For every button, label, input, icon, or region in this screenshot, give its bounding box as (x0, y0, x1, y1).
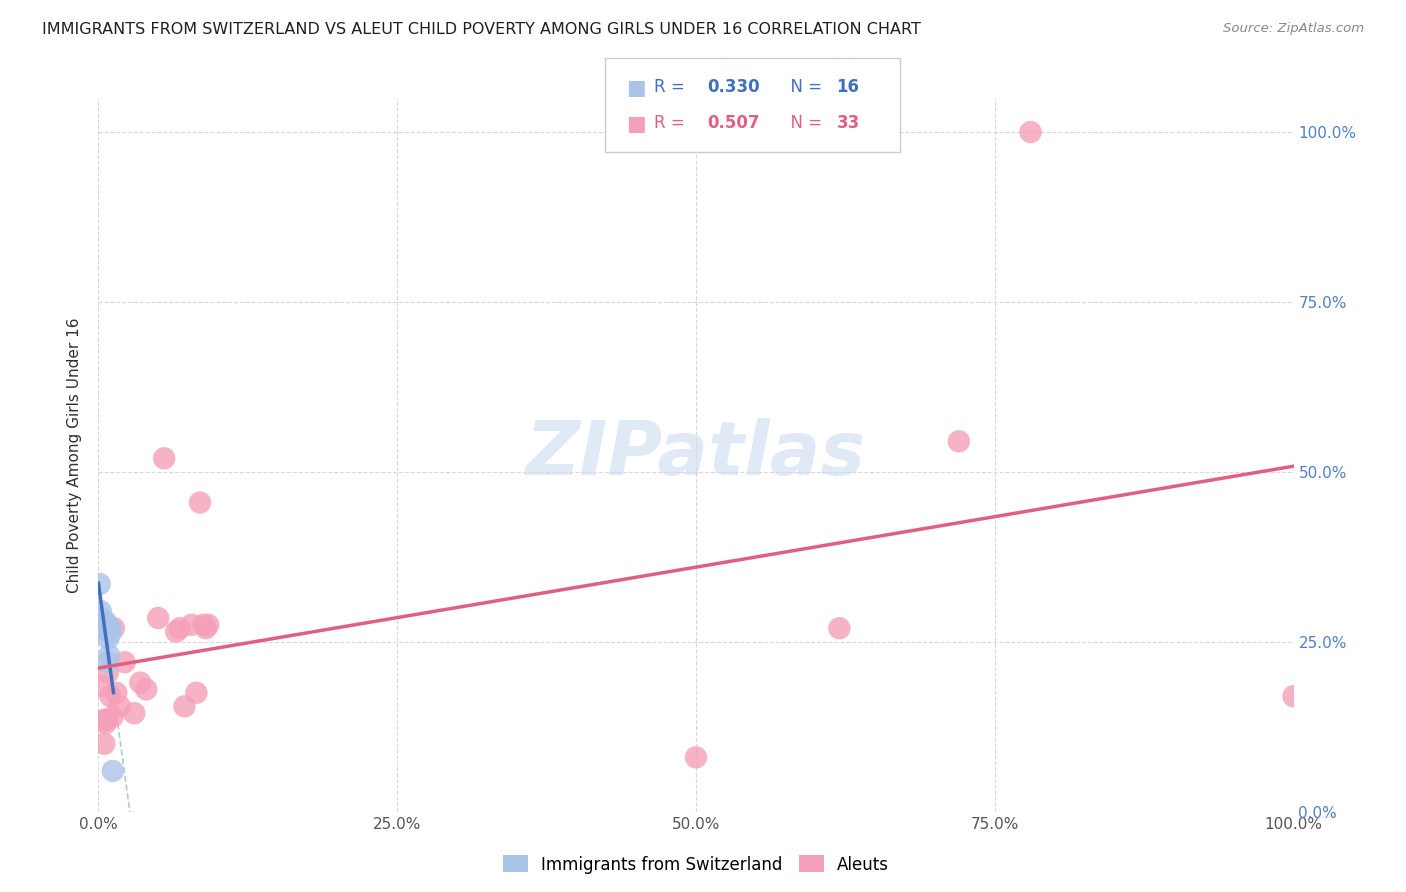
Text: R =: R = (654, 114, 690, 132)
Text: N =: N = (780, 78, 828, 96)
Point (129, 675, 152, 690)
Text: Source: ZipAtlas.com: Source: ZipAtlas.com (1223, 22, 1364, 36)
Point (197, 617, 219, 632)
Point (169, 621, 191, 635)
Point (101, 709, 124, 723)
Point (96, 713, 118, 727)
Legend: Immigrants from Switzerland, Aleuts: Immigrants from Switzerland, Aleuts (495, 847, 897, 882)
Point (97, 655, 120, 669)
Text: 0.330: 0.330 (707, 78, 759, 96)
Point (98, 648, 121, 663)
Point (105, 686, 128, 700)
Point (90, 604, 112, 618)
Point (188, 495, 211, 509)
Point (94, 716, 117, 731)
Point (173, 699, 195, 714)
Y-axis label: Child Poverty Among Girls Under 16: Child Poverty Among Girls Under 16 (67, 318, 83, 592)
Point (91, 679, 114, 693)
Point (948, 434, 970, 449)
Text: 16: 16 (837, 78, 859, 96)
Point (90, 611, 112, 625)
Text: ■: ■ (626, 114, 645, 134)
Point (135, 682, 157, 697)
Point (98, 689, 122, 703)
Point (89, 577, 111, 591)
Point (91, 713, 114, 727)
Point (94, 615, 117, 629)
Point (186, 686, 208, 700)
Point (98, 621, 122, 635)
Point (828, 621, 851, 635)
Point (1019, 125, 1042, 139)
Point (93, 617, 115, 632)
Point (124, 706, 146, 721)
Text: R =: R = (654, 78, 690, 96)
Point (101, 764, 124, 778)
Point (148, 611, 170, 625)
Point (94, 617, 117, 632)
Point (153, 451, 176, 466)
Point (94, 620, 117, 634)
Point (193, 617, 215, 632)
Text: ZIPatlas: ZIPatlas (526, 418, 866, 491)
Point (97, 665, 120, 680)
Point (90, 621, 112, 635)
Point (93, 623, 115, 637)
Point (103, 621, 125, 635)
Point (96, 617, 118, 632)
Point (685, 750, 707, 764)
Text: N =: N = (780, 114, 828, 132)
Point (194, 621, 218, 635)
Point (93, 737, 115, 751)
Text: IMMIGRANTS FROM SWITZERLAND VS ALEUT CHILD POVERTY AMONG GIRLS UNDER 16 CORRELAT: IMMIGRANTS FROM SWITZERLAND VS ALEUT CHI… (42, 22, 921, 37)
Text: 0.507: 0.507 (707, 114, 759, 132)
Point (91, 621, 114, 635)
Point (165, 624, 187, 639)
Point (97, 632, 120, 646)
Point (108, 699, 131, 714)
Point (180, 617, 202, 632)
Text: ■: ■ (626, 78, 645, 98)
Point (1282, 689, 1305, 703)
Point (98, 626, 122, 640)
Text: 33: 33 (837, 114, 860, 132)
Point (91, 617, 114, 632)
Point (114, 655, 136, 669)
